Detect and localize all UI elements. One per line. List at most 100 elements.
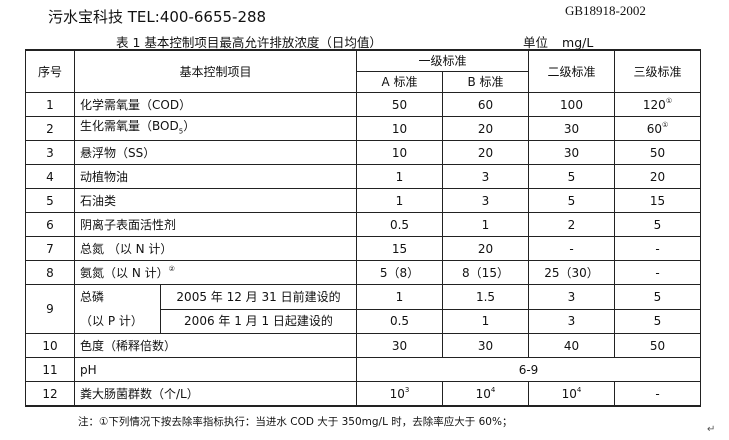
cell-a: 1 [356,164,443,189]
footnote: 注：①下列情况下按去除率指标执行：当进水 COD 大于 350mg/L 时，去除… [78,416,513,428]
row-item: 石油类 [74,188,357,213]
cell-l2: 104 [528,381,615,407]
header-row: 序号 基本控制项目 一级标准 二级标准 三级标准 [25,49,701,93]
cell-b: 20 [442,236,529,261]
cell-a: 5（8） [356,260,443,285]
row-item: 悬浮物（SS） [74,140,357,165]
cell-l2: 5 [528,188,615,213]
table-title: 表 1 基本控制项目最高允许排放浓度（日均值） [116,35,382,50]
row-no: 9 [25,284,75,334]
unit-value: mg/L [562,35,594,50]
footnote-mark: ① [662,120,669,129]
cell-l2: 5 [528,164,615,189]
row-no: 1 [25,92,75,117]
cell-b: 104 [442,381,529,407]
row-item: 阴离子表面活性剂 [74,212,357,237]
brand-header: 污水宝科技 TEL:400-6655-288 [48,8,267,26]
cell-b: 20 [442,116,529,141]
item-text: 氨氮（以 N 计） [80,265,169,280]
row-no: 5 [25,188,75,213]
row-no: 11 [25,357,75,382]
item-end: ） [183,118,196,133]
header-b: B 标准 [442,71,529,93]
table-row: 11 pH 6-9 [25,357,701,382]
cell-b: 1 [442,308,529,334]
table-row: 12 粪大肠菌群数（个/L） 103 104 104- [25,381,701,407]
cell-l3: 5 [614,284,701,310]
header-item: 基本控制项目 [74,49,357,93]
cell-a: 0.5 [356,308,443,334]
table-row: 4 动植物油 1 3 5 20 [25,164,701,189]
row-no: 8 [25,260,75,285]
row-item: 氨氮（以 N 计）② [74,260,357,285]
cell-l3: - [614,260,701,285]
table-row: 8 氨氮（以 N 计）② 5（8） 8（15） 25（30） - [25,260,701,285]
row-no: 10 [25,333,75,358]
footnote-mark: ② [168,264,175,273]
header-level1: 一级标准 [356,49,529,72]
row-item: 生化需氧量（BOD5） [74,116,357,141]
unit-label-text: 单位 [523,35,549,50]
cell-l3: 50 [614,333,701,358]
table-row: 6 阴离子表面活性剂 0.5 1 2 5 [25,212,701,237]
row-no: 6 [25,212,75,237]
header-level2: 二级标准 [528,49,615,93]
cell-b: 30 [442,333,529,358]
cell-b: 8（15） [442,260,529,285]
header-no: 序号 [25,49,75,93]
standard-number: GB18918-2002 [565,3,646,18]
row-condition: 2006 年 1 月 1 日起建设的 [160,308,357,334]
cell-l3: - [614,236,701,261]
item-text-2: （以 P 计） [80,314,143,328]
row-condition: 2005 年 12 月 31 日前建设的 [160,284,357,310]
row-item: 总氮 （以 N 计） [74,236,357,261]
cell-a: 15 [356,236,443,261]
exponent: 4 [576,385,582,394]
cell-l3: 20 [614,164,701,189]
table-row: 1 化学需氧量（COD） 50 60 100 120① [25,92,701,117]
cell-l2: 3 [528,284,615,310]
table-row: 2006 年 1 月 1 日起建设的 0.5 1 3 5 [26,308,701,334]
cell-b: 60 [442,92,529,117]
item-text: 生化需氧量（BOD [80,118,179,133]
cell-l3: 60① [614,116,701,141]
cell-b: 3 [442,164,529,189]
paragraph-mark-icon: ↵ [707,424,716,435]
item-subscript: 5 [178,127,184,136]
cell-a: 10 [356,140,443,165]
cell-value: 120 [642,97,666,112]
cell-b: 1 [442,212,529,237]
item-text: 总磷 [80,290,105,304]
cell-a: 0.5 [356,212,443,237]
table-row: 5 石油类 1 3 5 15 [25,188,701,213]
cell-l2: 30 [528,140,615,165]
table-row: 9 总磷 （以 P 计） 2005 年 12 月 31 日前建设的 1 1.5 3 5 [25,284,701,334]
exponent: 4 [490,385,496,394]
row-item: 色度（稀释倍数） [74,333,357,358]
row-item: 总磷 （以 P 计） [74,284,161,334]
cell-l2: 3 [528,308,615,334]
unit-label: 单位 mg/L [523,32,593,51]
cell-l3: 120① [614,92,701,117]
cell-l2: 2 [528,212,615,237]
cell-a: 50 [356,92,443,117]
cell-merged-value: 6-9 [356,357,701,382]
cell-a: 103 [356,381,443,407]
cell-l2: 25（30） [528,260,615,285]
cell-l3: 50 [614,140,701,165]
table-row: 10 色度（稀释倍数） 30 30 40 50 [25,333,701,358]
footnote-mark: ① [665,96,673,105]
exponent: 3 [404,385,410,394]
cell-l2: - [528,236,615,261]
cell-a: 1 [356,284,443,310]
row-item: 动植物油 [74,164,357,189]
cell-l3: 15 [614,188,701,213]
header-subrow: A 标准 B 标准 [26,71,701,93]
standards-table: 序号 基本控制项目 一级标准 二级标准 三级标准 A 标准 B 标准 1 化学需氧… [25,49,701,407]
row-no: 7 [25,236,75,261]
cell-a: 30 [356,333,443,358]
cell-l2: 100 [528,92,615,117]
cell-l3: 5 [614,308,701,334]
cell-value: 10 [561,386,577,401]
cell-a: 10 [356,116,443,141]
